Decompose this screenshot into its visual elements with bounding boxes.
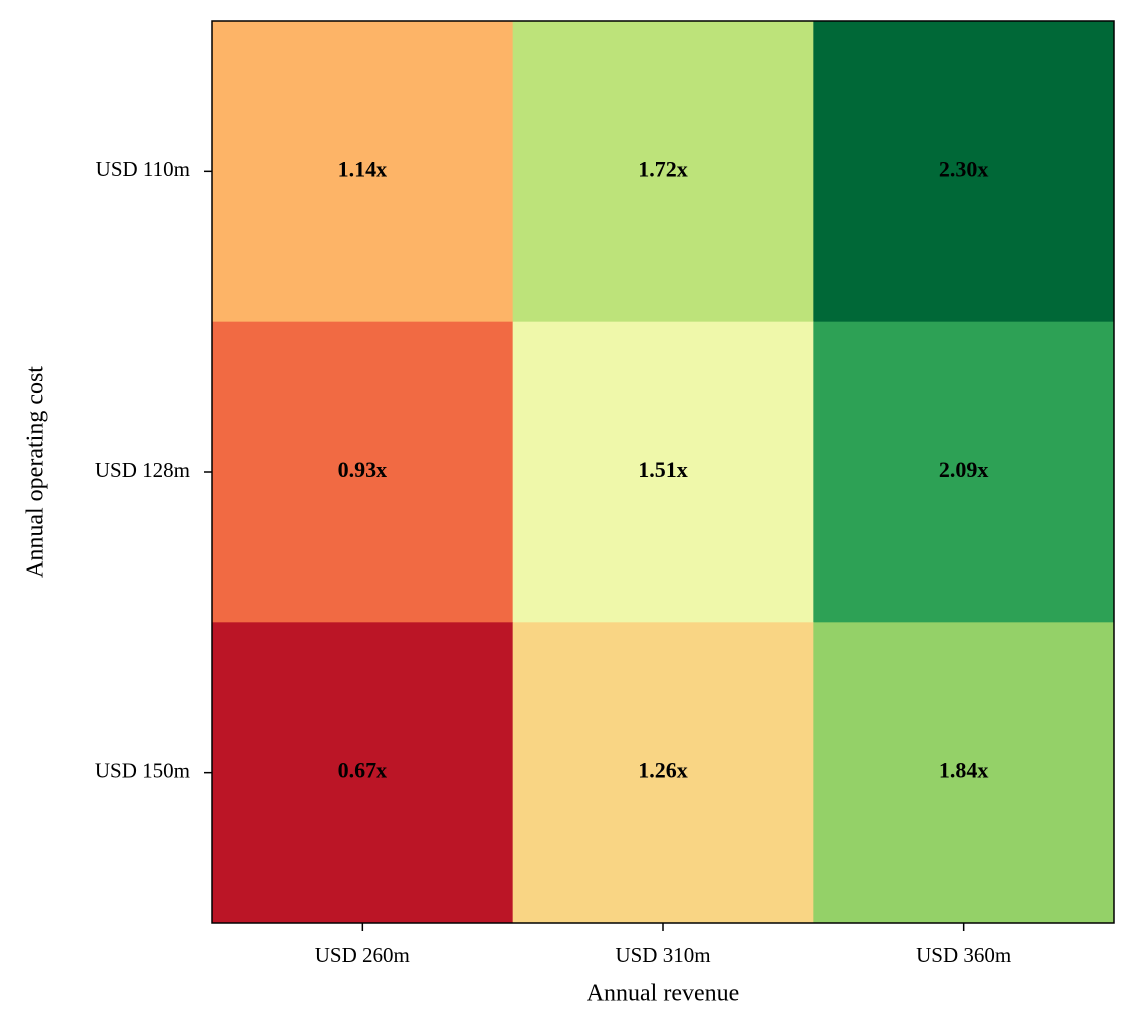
y-tick-label: USD 110m — [96, 157, 190, 181]
x-axis-label: Annual revenue — [587, 981, 740, 1007]
x-tick-label: USD 310m — [615, 943, 710, 967]
cell-label: 1.51x — [638, 457, 688, 482]
heatmap-cell — [813, 321, 1115, 623]
heatmap-cell — [813, 21, 1115, 323]
cell-label: 2.09x — [939, 457, 989, 482]
y-axis-label: Annual operating cost — [23, 366, 49, 578]
y-tick-label: USD 150m — [95, 758, 190, 782]
cell-label: 0.93x — [338, 457, 388, 482]
heatmap-cell — [512, 21, 814, 323]
cell-label: 1.14x — [338, 156, 388, 181]
heatmap-cell — [813, 622, 1115, 924]
cell-label: 0.67x — [338, 758, 388, 783]
heatmap-cell — [212, 321, 514, 623]
cell-label: 1.84x — [939, 758, 989, 783]
y-tick-label: USD 128m — [95, 458, 190, 482]
heatmap-cell — [512, 622, 814, 924]
heatmap-cell — [212, 21, 514, 323]
heatmap-cell — [512, 321, 814, 623]
x-tick-label: USD 260m — [315, 943, 410, 967]
x-tick-label: USD 360m — [916, 943, 1011, 967]
heatmap-cell — [212, 622, 514, 924]
cell-label: 1.26x — [638, 758, 688, 783]
cell-label: 2.30x — [939, 156, 989, 181]
cell-label: 1.72x — [638, 156, 688, 181]
